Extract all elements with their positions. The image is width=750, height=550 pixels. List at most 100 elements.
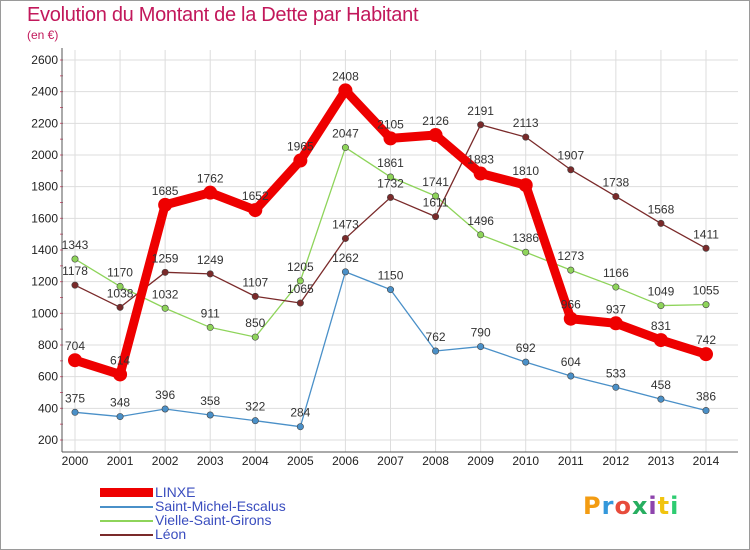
data-label: 1262 <box>332 251 359 265</box>
data-label: 831 <box>651 319 671 333</box>
data-label: 284 <box>290 406 310 420</box>
data-point <box>522 248 530 256</box>
x-tick-label: 2003 <box>197 454 224 468</box>
data-point <box>653 333 668 348</box>
data-label: 1205 <box>287 260 314 274</box>
y-tick-label: 600 <box>38 370 58 384</box>
data-point <box>563 311 578 326</box>
data-point <box>522 133 530 141</box>
x-tick-label: 2009 <box>467 454 494 468</box>
y-tick-label: 2600 <box>31 53 58 67</box>
data-point <box>293 153 308 168</box>
logo-letter: i <box>648 492 658 520</box>
data-point <box>702 407 710 415</box>
x-tick-label: 2012 <box>603 454 630 468</box>
x-tick-label: 2014 <box>693 454 720 468</box>
data-point <box>386 193 394 201</box>
data-point <box>432 347 440 355</box>
data-point <box>432 192 440 200</box>
data-point <box>608 316 623 331</box>
logo-letter: i <box>670 492 680 520</box>
data-label: 1738 <box>603 175 630 189</box>
data-point <box>612 283 620 291</box>
data-point <box>158 197 173 212</box>
data-point <box>161 405 169 413</box>
data-label: 1652 <box>242 189 269 203</box>
data-point <box>612 383 620 391</box>
y-tick-label: 200 <box>38 433 58 447</box>
data-label: 614 <box>110 353 130 367</box>
legend-label: Vielle-Saint-Girons <box>155 512 272 528</box>
x-tick-label: 2008 <box>422 454 449 468</box>
data-label: 1150 <box>378 269 404 283</box>
data-label: 1883 <box>467 153 494 167</box>
data-label: 1496 <box>467 214 494 228</box>
data-label: 850 <box>245 316 265 330</box>
data-label: 358 <box>200 394 220 408</box>
data-label: 692 <box>516 341 536 355</box>
data-label: 1810 <box>512 164 539 178</box>
data-point <box>432 213 440 221</box>
x-tick-label: 2011 <box>558 454 584 468</box>
data-label: 533 <box>606 366 626 380</box>
data-label: 1907 <box>557 149 584 163</box>
data-label: 1065 <box>287 282 314 296</box>
data-label: 386 <box>696 390 716 404</box>
logo-letter: t <box>657 492 671 520</box>
data-point <box>702 301 710 309</box>
data-point <box>161 304 169 312</box>
data-point <box>296 277 304 285</box>
data-point <box>161 268 169 276</box>
chart-title: Evolution du Montant de la Dette par Hab… <box>27 4 419 26</box>
data-point <box>567 166 575 174</box>
data-label: 1170 <box>107 265 133 279</box>
legend-label: Saint-Michel-Escalus <box>155 498 286 514</box>
data-label: 704 <box>65 339 85 353</box>
data-point <box>702 244 710 252</box>
data-point <box>248 203 263 218</box>
data-label: 375 <box>65 391 85 405</box>
data-label: 1049 <box>648 285 675 299</box>
y-tick-label: 1800 <box>31 180 58 194</box>
data-point <box>338 83 353 98</box>
data-label: 322 <box>245 400 265 414</box>
data-point <box>116 303 124 311</box>
data-label: 348 <box>110 396 130 410</box>
data-label: 742 <box>696 333 716 347</box>
y-tick-label: 800 <box>38 338 58 352</box>
chart-unit: (en €) <box>27 28 59 42</box>
y-tick-label: 2200 <box>31 116 58 130</box>
data-label: 1032 <box>152 287 179 301</box>
data-label: 2191 <box>467 104 494 118</box>
y-tick-label: 2400 <box>31 85 58 99</box>
data-point <box>296 423 304 431</box>
data-point <box>116 282 124 290</box>
data-point <box>341 144 349 152</box>
data-label: 1249 <box>197 253 224 267</box>
legend-label: Léon <box>155 526 187 542</box>
data-label: 1741 <box>422 175 449 189</box>
x-tick-label: 2007 <box>377 454 404 468</box>
x-tick-label: 2002 <box>152 454 179 468</box>
data-point <box>68 353 82 368</box>
data-label: 458 <box>651 378 671 392</box>
data-label: 1055 <box>693 284 720 298</box>
data-point <box>341 234 349 242</box>
x-tick-label: 2005 <box>287 454 314 468</box>
x-tick-label: 2006 <box>332 454 359 468</box>
data-point <box>71 255 79 263</box>
data-point <box>383 131 398 146</box>
data-point <box>657 395 665 403</box>
legend-swatch <box>100 534 153 536</box>
data-point <box>296 299 304 307</box>
data-point <box>567 372 575 380</box>
proxiti-logo: Proxiti <box>583 492 679 520</box>
legend-swatch <box>100 488 153 497</box>
data-point <box>612 192 620 200</box>
data-point <box>206 270 214 278</box>
data-label: 1038 <box>107 286 134 300</box>
y-tick-label: 2000 <box>31 148 58 162</box>
data-label: 2126 <box>422 114 449 128</box>
data-label: 1473 <box>332 217 359 231</box>
